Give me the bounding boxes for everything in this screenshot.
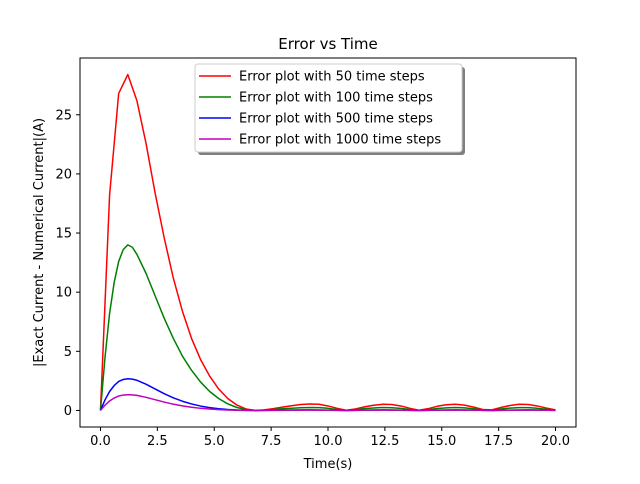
y-tick-label: 25: [55, 108, 72, 123]
x-axis-label: Time(s): [303, 457, 353, 472]
legend-entries: Error plot with 50 time steps Error plot …: [199, 70, 441, 148]
y-tick-label: 15: [55, 227, 72, 242]
x-tick-label: 0.0: [90, 434, 111, 449]
series-line-4: [99, 393, 556, 412]
ticks-layer: 0.0 2.5 5.0 7.5 10.0 12.5 15.0 17.5 20.0 0 5 10 15 20…: [55, 108, 570, 449]
legend-box: [194, 63, 463, 153]
x-tick-label: 2.5: [147, 434, 168, 449]
y-tick-label: 5: [64, 345, 72, 360]
x-tick-label: 10.0: [314, 434, 343, 449]
x-tick-label: 15.0: [427, 434, 456, 449]
x-tick-label: 20.0: [541, 434, 570, 449]
y-tick-label: 10: [55, 286, 72, 301]
legend-label-4: Error plot with 1000 time steps: [239, 133, 441, 148]
chart-title: Error vs Time: [278, 35, 378, 53]
series-line-1: [99, 73, 556, 412]
legend-label-3: Error plot with 500 time steps: [239, 112, 433, 127]
x-tick-label: 5.0: [204, 434, 225, 449]
series-line-2: [99, 244, 556, 412]
legend: Error plot with 50 time steps Error plot …: [194, 63, 465, 155]
y-tick-label: 20: [55, 167, 72, 182]
y-tick-label: 0: [64, 404, 72, 419]
x-tick-label: 7.5: [261, 434, 282, 449]
y-axis-label: |Exact Current - Numerical Current|(A): [32, 118, 47, 367]
series-layer: [99, 73, 556, 412]
legend-label-2: Error plot with 100 time steps: [239, 91, 433, 106]
legend-label-1: Error plot with 50 time steps: [239, 70, 425, 85]
x-tick-label: 12.5: [370, 434, 399, 449]
x-tick-label: 17.5: [484, 434, 513, 449]
